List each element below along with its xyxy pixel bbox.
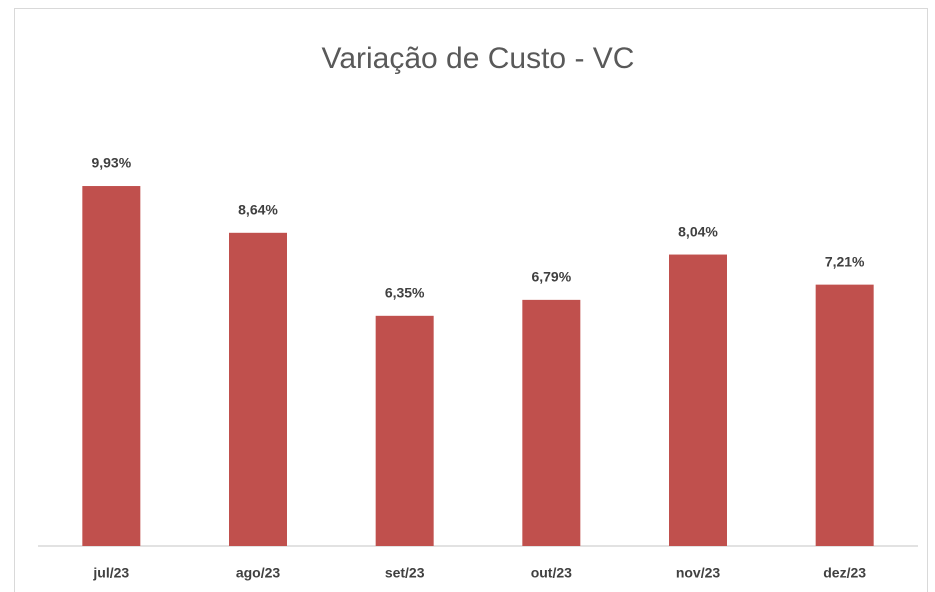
data-label: 8,04% <box>678 223 718 239</box>
bar <box>522 299 581 546</box>
x-tick-label: out/23 <box>531 565 572 581</box>
data-label: 6,79% <box>531 269 571 285</box>
bar <box>82 186 141 546</box>
data-label: 6,35% <box>385 285 425 301</box>
x-tick-label: ago/23 <box>236 565 281 581</box>
data-label: 7,21% <box>825 253 865 269</box>
chart-title: Variação de Custo - VC <box>322 42 635 75</box>
data-label: 9,93% <box>91 155 131 171</box>
x-tick-label: jul/23 <box>92 565 129 581</box>
bar <box>229 232 287 547</box>
bar <box>669 254 727 547</box>
x-tick-label: nov/23 <box>676 565 721 581</box>
x-tick-label: dez/23 <box>823 565 866 581</box>
chart-border <box>14 8 928 592</box>
bar <box>815 284 874 546</box>
bar <box>375 315 434 546</box>
data-label: 8,64% <box>238 202 278 218</box>
x-tick-label: set/23 <box>385 565 425 581</box>
